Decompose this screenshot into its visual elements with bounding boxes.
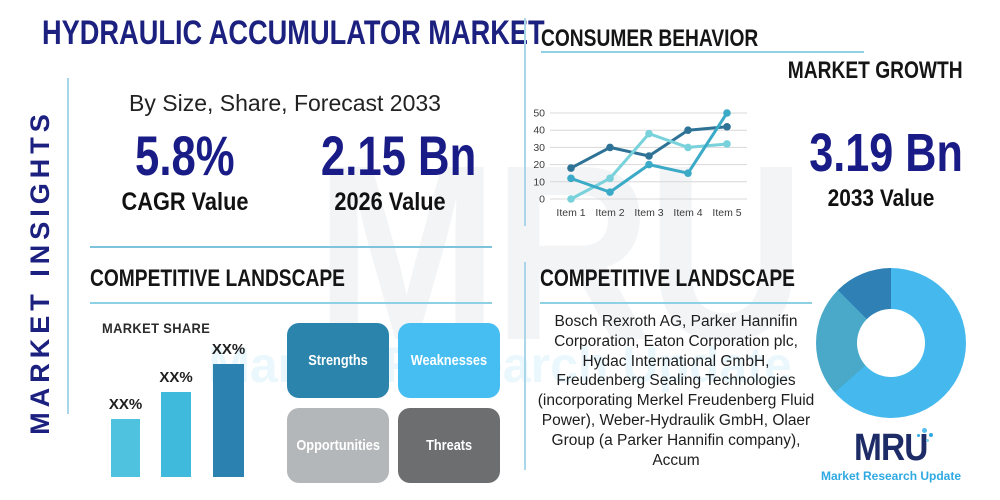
center-vertical-divider-top [524, 18, 526, 226]
company-list: Bosch Rexroth AG, Parker Hannifin Corpor… [537, 313, 815, 469]
swot-box-threats: Threats [398, 408, 500, 483]
forecast-value: 3.19 Bn [809, 123, 963, 183]
svg-text:Item 1: Item 1 [556, 207, 585, 219]
page-title: HYDRAULIC ACCUMULATOR MARKET [42, 16, 670, 50]
base-year-label: 2026 Value [334, 188, 446, 216]
swot-box-strengths: Strengths [287, 323, 389, 398]
mru-logo-tagline: Market Research Update [820, 469, 962, 483]
logo-droplet-icon [922, 428, 927, 433]
market-share-bar-value-label: XX% [159, 369, 193, 386]
market-share-bar-value-label: XX% [211, 341, 246, 358]
left-vertical-divider [67, 78, 69, 414]
competitive-landscape-right-heading: COMPETITIVE LANDSCAPE [540, 265, 859, 292]
svg-text:40: 40 [533, 125, 545, 137]
svg-text:20: 20 [533, 159, 545, 171]
market-share-bar [161, 392, 191, 477]
mru-logo-text: MRU [854, 427, 928, 469]
market-growth-heading: MARKET GROWTH [541, 57, 963, 84]
svg-text:50: 50 [533, 108, 545, 120]
svg-text:Item 5: Item 5 [712, 207, 741, 219]
market-share-bar [111, 419, 140, 477]
forecast-stat: 3.19 Bn 2033 Value [790, 124, 972, 213]
market-share-bar-chart: XX% XX% XX% [108, 338, 250, 477]
forecast-label: 2033 Value [827, 185, 935, 212]
competitive-landscape-right-underline [540, 302, 812, 304]
competitive-landscape-left-heading-text: COMPETITIVE LANDSCAPE [90, 265, 345, 292]
report-subtitle: By Size, Share, Forecast 2033 [129, 90, 441, 116]
consumer-behavior-underline [541, 51, 864, 53]
svg-text:Item 4: Item 4 [673, 207, 702, 219]
page-title-text: HYDRAULIC ACCUMULATOR MARKET [42, 14, 545, 52]
logo-droplet-icon [917, 434, 920, 437]
cagr-value: 5.8% [135, 124, 235, 187]
mru-logo: MRU Market Research Update [816, 428, 966, 483]
cagr-label: CAGR Value [121, 188, 249, 216]
swot-label-strengths: Strengths [308, 352, 368, 369]
swot-label-threats: Threats [425, 437, 473, 454]
swot-box-opportunities: Opportunities [287, 408, 389, 483]
market-share-donut-chart [816, 268, 966, 418]
competitive-landscape-left-heading: COMPETITIVE LANDSCAPE [90, 265, 409, 292]
donut-hole [857, 309, 925, 377]
cagr-stat: 5.8% CAGR Value [94, 126, 276, 217]
competitive-landscape-left-underline [90, 302, 492, 304]
swot-grid: Strengths Weaknesses Opportunities Threa… [287, 323, 500, 483]
svg-text:Item 3: Item 3 [634, 207, 663, 219]
market-growth-line-chart: 0 10 20 30 40 50 Item 1 Item 2 Item 3 Item 4 Item … [533, 108, 747, 219]
competitive-landscape-right-heading-text: COMPETITIVE LANDSCAPE [540, 265, 795, 292]
svg-text:10: 10 [533, 176, 545, 188]
sidebar-vertical-label: MARKET INSIGHTS [25, 109, 55, 435]
swot-label-opportunities: Opportunities [296, 437, 380, 454]
swot-label-weaknesses: Weaknesses [410, 352, 488, 369]
market-share-label: MARKET SHARE [102, 320, 211, 336]
logo-droplet-icon [929, 433, 933, 437]
consumer-behavior-heading: CONSUMER BEHAVIOR [541, 25, 813, 52]
logo-droplet-icon [926, 439, 929, 442]
consumer-behavior-heading-text: CONSUMER BEHAVIOR [541, 25, 759, 52]
svg-text:Item 2: Item 2 [595, 207, 624, 219]
swot-box-weaknesses: Weaknesses [398, 323, 500, 398]
center-vertical-divider-bottom [524, 262, 526, 470]
market-share-bar [213, 364, 244, 477]
market-growth-heading-text: MARKET GROWTH [788, 57, 963, 84]
svg-text:0: 0 [539, 194, 545, 206]
market-share-bar-value-label: XX% [108, 396, 143, 413]
base-year-stat: 2.15 Bn 2026 Value [299, 126, 481, 217]
svg-text:30: 30 [533, 142, 545, 154]
horizontal-divider [90, 246, 492, 248]
base-year-value: 2.15 Bn [320, 124, 477, 187]
